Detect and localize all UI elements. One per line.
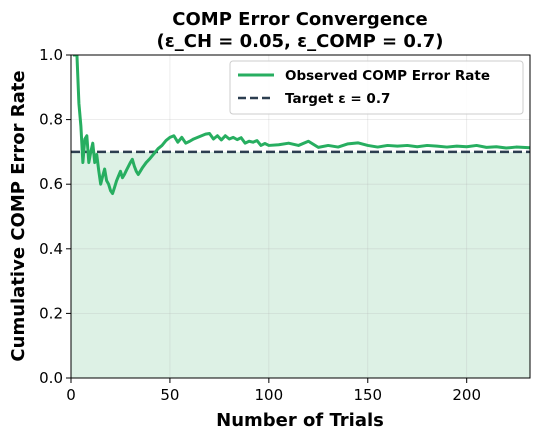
y-tick-label: 0.8 [39, 111, 63, 129]
x-tick-label: 50 [160, 386, 179, 404]
y-axis-label: Cumulative COMP Error Rate [8, 70, 29, 361]
y-tick-label: 0.6 [39, 175, 63, 193]
y-tick-label: 0.0 [39, 369, 63, 387]
x-tick-label: 0 [66, 386, 76, 404]
plot-frame [70, 54, 531, 379]
observed-series-line [72, 55, 530, 196]
x-axis-label: Number of Trials [216, 410, 384, 431]
plot-area: 0 50 100 150 200 0.0 0.2 0.4 0.6 0.8 1.0 [39, 46, 531, 404]
legend-target-label: Target ε = 0.7 [285, 91, 390, 107]
target-fill-area [71, 151, 530, 378]
x-axis-ticks: 0 50 100 150 200 [66, 378, 481, 404]
x-tick-label: 200 [452, 386, 481, 404]
chart-title: COMP Error Convergence [172, 9, 427, 30]
y-tick-label: 0.2 [39, 304, 63, 322]
y-tick-label: 0.4 [39, 240, 63, 258]
y-axis-ticks: 0.0 0.2 0.4 0.6 0.8 1.0 [39, 46, 71, 387]
y-tick-label: 1.0 [39, 46, 63, 64]
x-tick-label: 100 [255, 386, 284, 404]
legend-observed-label: Observed COMP Error Rate [285, 68, 490, 84]
chart-subtitle: (ε_CH = 0.05, ε_COMP = 0.7) [156, 31, 443, 52]
x-tick-label: 150 [353, 386, 382, 404]
legend-box [229, 60, 524, 115]
legend: Observed COMP Error Rate Target ε = 0.7 [229, 60, 524, 115]
